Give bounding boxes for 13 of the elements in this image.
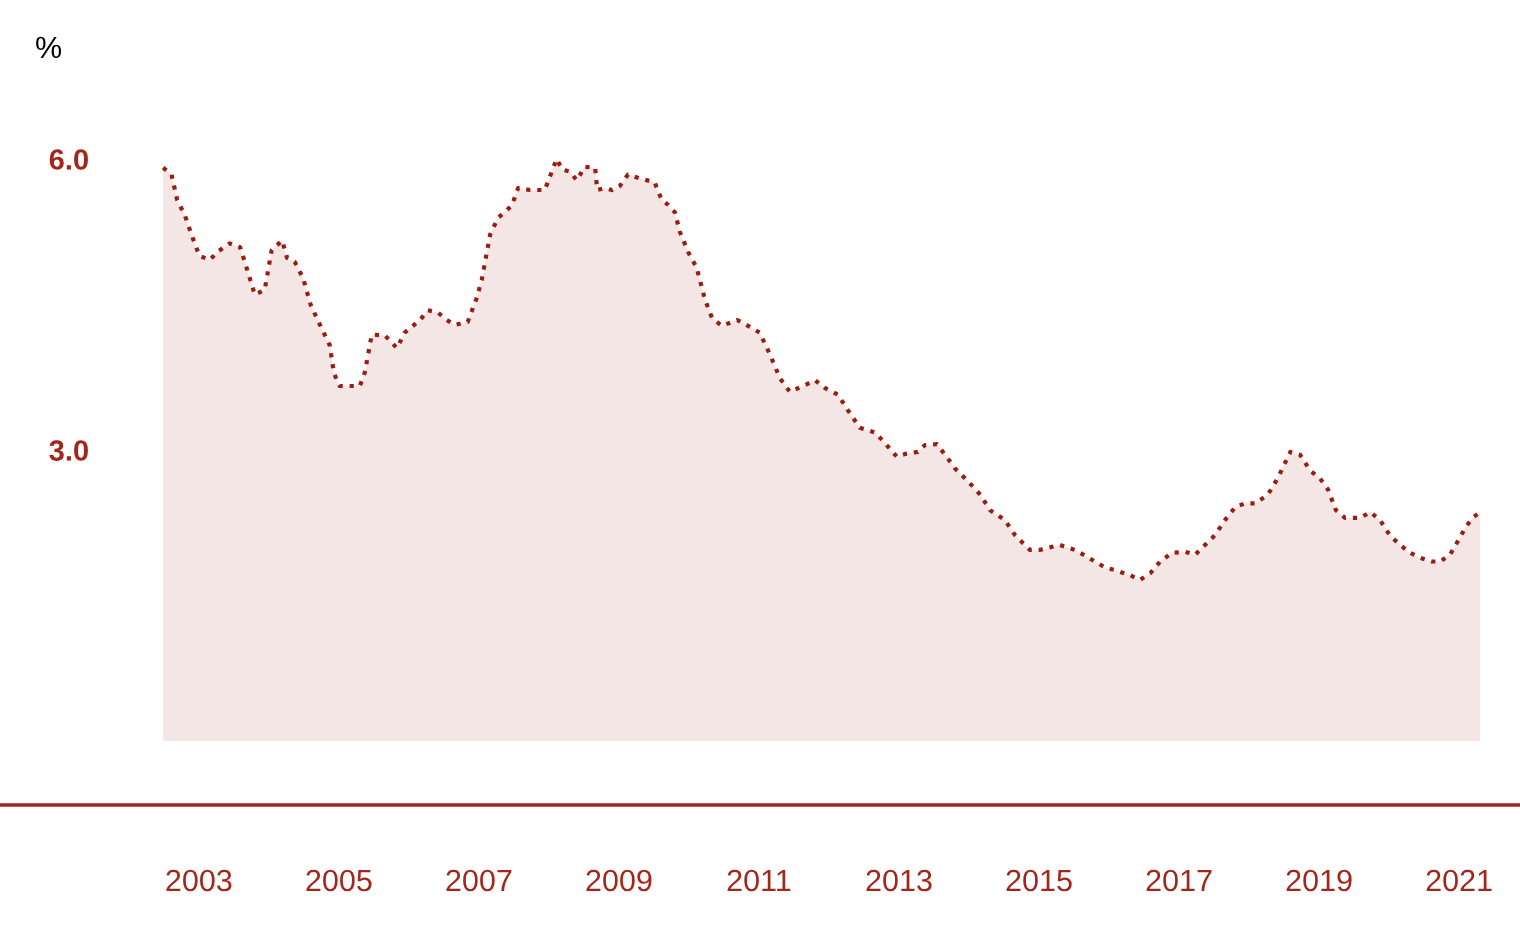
x-tick-label: 2021: [1426, 869, 1492, 892]
y-tick-label: 3.0: [49, 440, 88, 461]
x-tick-label: 2013: [866, 869, 932, 892]
x-tick-label: 2017: [1146, 869, 1212, 892]
x-tick-label: 2007: [446, 869, 512, 892]
x-tick-label: 2003: [166, 869, 232, 892]
y-axis-title: %: [36, 36, 62, 59]
y-tick-label: 6.0: [49, 149, 88, 170]
x-tick-label: 2019: [1286, 869, 1352, 892]
x-tick-label: 2011: [727, 869, 791, 892]
x-tick-label: 2005: [306, 869, 372, 892]
x-tick-label: 2009: [586, 869, 652, 892]
x-tick-label: 2015: [1006, 869, 1072, 892]
